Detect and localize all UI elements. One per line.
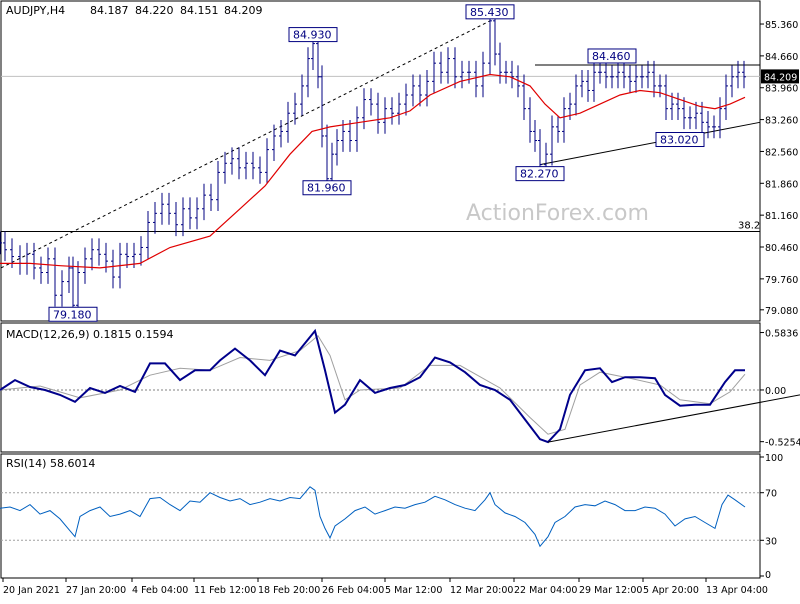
- rsi-label: RSI(14) 58.6014: [6, 457, 95, 470]
- macd-layer: [0, 328, 800, 444]
- rsi-axis-label: 70: [765, 489, 777, 500]
- time-axis-label: 13 Apr 04:00: [706, 585, 768, 596]
- price-axis-label: 83.960: [765, 84, 798, 95]
- price-annotation-box: [302, 180, 352, 196]
- price-annotation-box: [288, 27, 338, 43]
- price-annotation-box: [48, 306, 98, 322]
- price-axis-label: 83.260: [765, 116, 798, 127]
- price-annotation-box: [515, 166, 565, 182]
- time-axis-label: 12 Mar 20:00: [450, 585, 513, 596]
- time-axis-label: 22 Mar 04:00: [514, 585, 577, 596]
- current-price-label: 84.209: [764, 72, 797, 83]
- rsi-panel-frame: [0, 453, 761, 579]
- price-annotation-box: [587, 48, 637, 64]
- macd-panel-frame: [0, 322, 761, 453]
- ohlc-close: 84.209: [224, 4, 263, 17]
- price-layer: 84.930 85.430 81.960 82.270 84.460 83.020 79.1…: [0, 4, 761, 322]
- rsi-line: [0, 486, 746, 548]
- price-axis-label: 82.560: [765, 147, 798, 158]
- macd-trendline: [547, 394, 800, 443]
- watermark: ActionForex.com: [466, 201, 649, 226]
- price-annotation: 85.430: [470, 6, 509, 19]
- macd-line: [0, 328, 745, 444]
- support-trendline: [539, 121, 761, 166]
- macd-axis-label: -0.5254: [765, 438, 800, 449]
- price-panel-frame: [0, 0, 761, 322]
- price-annotation: 84.460: [592, 50, 631, 63]
- current-price-badge: [761, 69, 799, 84]
- ohlc-open: 84.187: [90, 4, 129, 17]
- time-axis-label: 27 Jan 20:00: [66, 585, 126, 596]
- price-annotation: 84.930: [293, 29, 332, 42]
- rsi-axis-label: 100: [765, 453, 783, 464]
- moving-average-line: [0, 73, 746, 269]
- time-axis-label: 18 Feb 20:00: [258, 585, 320, 596]
- time-axis-label: 20 Jan 2021: [3, 585, 60, 596]
- price-annotation-box: [465, 4, 515, 20]
- price-annotation: 82.270: [520, 168, 559, 181]
- price-annotation: 81.960: [307, 182, 346, 195]
- rsi-axis-label: 30: [765, 536, 777, 547]
- rsi-axis-label: 0: [765, 570, 771, 581]
- price-axis-label: 85.360: [765, 20, 798, 31]
- price-axis-label: 79.080: [765, 306, 798, 317]
- time-axis-label: 4 Feb 04:00: [132, 585, 188, 596]
- macd-label: MACD(12,26,9) 0.1815 0.1594: [6, 328, 174, 341]
- dotted-trendline: [0, 20, 491, 269]
- time-axis-label: 5 Mar 12:00: [385, 585, 442, 596]
- price-annotation: 79.180: [53, 308, 92, 321]
- macd-axis-label: 0.00: [765, 386, 786, 397]
- time-axis-label: 26 Feb 04:00: [322, 585, 384, 596]
- time-axis-label: 29 Mar 12:00: [579, 585, 642, 596]
- macd-signal-line: [0, 335, 746, 435]
- price-axis-label: 81.860: [765, 179, 798, 190]
- price-axis-label: 79.760: [765, 275, 798, 286]
- price-annotation: 83.020: [660, 134, 699, 147]
- ohlc-high: 84.220: [135, 4, 174, 17]
- price-annotation-box: [655, 132, 705, 148]
- fib-level-label: 38.2: [738, 221, 760, 232]
- ohlc-low: 84.151: [180, 4, 219, 17]
- price-axis-label: 84.660: [765, 52, 798, 63]
- rsi-layer: [0, 486, 760, 548]
- time-axis-label: 5 Apr 20:00: [643, 585, 699, 596]
- axis-layer: 85.360 84.660 83.960 83.260 82.560 81.860 81.1…: [2, 20, 800, 596]
- symbol-label: AUDJPY,H4: [6, 4, 65, 17]
- price-axis-label: 80.460: [765, 243, 798, 254]
- macd-axis-label: 0.5836: [765, 329, 798, 340]
- price-axis-label: 81.160: [765, 211, 798, 222]
- time-axis-label: 11 Feb 12:00: [194, 585, 256, 596]
